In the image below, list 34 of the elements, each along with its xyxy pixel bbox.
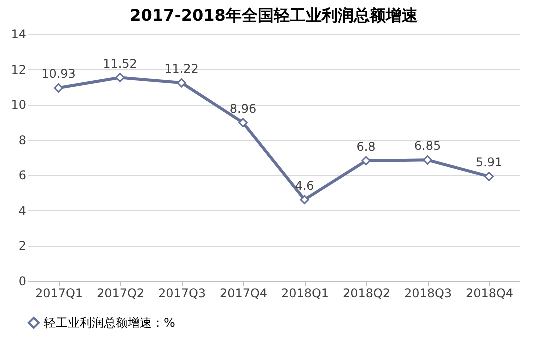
y-tick-label: 12 bbox=[11, 62, 26, 77]
chart-title: 2017-2018年全国轻工业利润总额增速 bbox=[130, 6, 419, 25]
data-label: 11.22 bbox=[164, 62, 199, 76]
point bbox=[300, 195, 310, 204]
point bbox=[423, 156, 432, 165]
x-tick-label: 2017Q1 bbox=[35, 286, 84, 300]
data-label: 11.52 bbox=[103, 56, 138, 71]
legend-label: 轻工业利润总额增速：% bbox=[44, 316, 176, 330]
y-tick-label: 0 bbox=[18, 274, 26, 288]
x-tick-label: 2017Q3 bbox=[158, 286, 206, 300]
point bbox=[116, 73, 125, 82]
x-tick-label: 2017Q4 bbox=[220, 286, 268, 300]
x-tick-label: 2018Q3 bbox=[404, 286, 452, 300]
point bbox=[238, 118, 248, 128]
x-tick-label: 2018Q1 bbox=[281, 286, 330, 300]
data-label: 5.91 bbox=[476, 156, 503, 170]
x-tick-label: 2018Q2 bbox=[342, 286, 391, 300]
data-label: 8.96 bbox=[230, 102, 257, 116]
data-label: 6.85 bbox=[414, 139, 442, 154]
point bbox=[484, 172, 494, 182]
y-tick-label: 6 bbox=[18, 168, 26, 183]
y-tick-label: 8 bbox=[18, 133, 26, 148]
point bbox=[54, 84, 64, 93]
point bbox=[362, 156, 371, 166]
y-tick-label: 2 bbox=[18, 239, 26, 254]
data-label: 6.8 bbox=[356, 140, 376, 154]
x-tick-label: 2017Q2 bbox=[96, 286, 145, 300]
data-label: 4.6 bbox=[295, 178, 314, 193]
data-label: 10.93 bbox=[42, 67, 76, 82]
y-tick-label: 14 bbox=[11, 28, 26, 42]
x-tick-label: 2018Q4 bbox=[466, 286, 514, 300]
y-tick-label: 4 bbox=[18, 204, 26, 218]
point bbox=[177, 78, 186, 88]
y-tick-label: 10 bbox=[11, 98, 26, 112]
